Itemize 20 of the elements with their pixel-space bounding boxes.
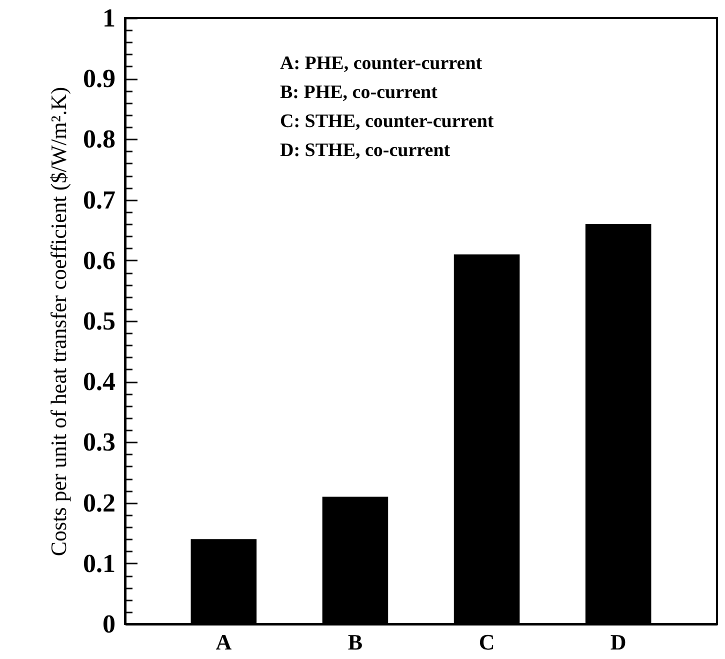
y-tick-label: 0.9 [83, 64, 116, 94]
annotation: B: PHE, co-current [280, 82, 438, 103]
y-tick-label: 0 [102, 610, 116, 638]
y-tick-label: 1 [102, 4, 116, 32]
annotation: D: STHE, co-current [280, 140, 451, 161]
y-tick-label: 0.2 [83, 488, 116, 518]
x-tick-label: C [478, 630, 495, 654]
x-tick-label: B [348, 630, 363, 654]
annotation: A: PHE, counter-current [280, 53, 483, 74]
y-tick-label: 0.8 [83, 124, 116, 154]
y-tick-label: 0.3 [83, 428, 116, 457]
y-tick-label: 0.6 [83, 246, 116, 275]
x-tick-label: A [216, 630, 232, 654]
y-tick-label: 0.1 [83, 548, 116, 578]
y-axis-title: Costs per unit of heat transfer coefficient ($/W/m².K) [46, 86, 71, 556]
x-tick-label: D [610, 630, 626, 654]
annotation: C: STHE, counter-current [280, 111, 494, 132]
y-tick-label: 0.4 [83, 367, 116, 396]
y-tick-label: 0.5 [83, 306, 116, 336]
y-tick-label: 0.7 [83, 185, 116, 214]
